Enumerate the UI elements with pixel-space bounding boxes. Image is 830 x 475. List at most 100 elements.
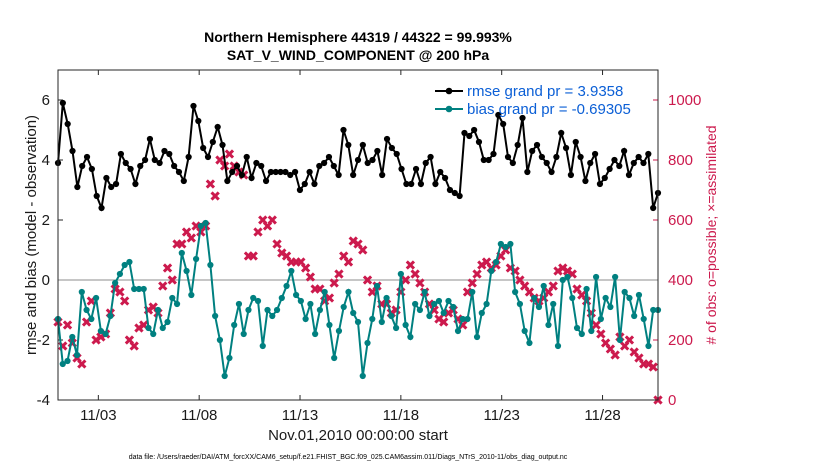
obs-assimilated-point: [405, 260, 416, 270]
bias-point: [354, 318, 362, 326]
rmse-point: [364, 159, 371, 167]
bias-point: [59, 360, 66, 368]
rmse-point: [403, 180, 410, 188]
bias-point: [459, 315, 466, 323]
footnote: data file: /Users/raeder/DAI/ATM_forcXX/…: [129, 454, 568, 461]
legend: rmse grand pr = 3.9358 bias grand pr = -…: [435, 83, 631, 118]
rmse-point: [446, 186, 454, 194]
rmse-point: [519, 114, 526, 122]
rmse-point: [345, 141, 352, 149]
rmse-point: [93, 192, 100, 200]
obs-assimilated-point: [362, 275, 373, 285]
rmse-point: [383, 135, 391, 143]
rmse-point: [524, 168, 531, 176]
obs-assimilated-point: [167, 275, 177, 285]
obs-assimilated-point: [358, 245, 368, 255]
bias-point: [169, 294, 176, 302]
y-tick-label: -4: [37, 392, 50, 409]
y2-tick-label: 800: [668, 152, 693, 169]
obs-assimilated-point: [186, 233, 196, 243]
rmse-point: [185, 153, 192, 161]
rmse-point: [475, 138, 483, 146]
bias-point: [73, 351, 81, 359]
bias-point: [116, 270, 124, 278]
rmse-point: [233, 162, 241, 170]
bias-point: [650, 306, 657, 314]
rmse-point: [219, 141, 226, 149]
bias-point: [626, 294, 633, 302]
bias-point: [545, 321, 552, 329]
bias-point: [212, 312, 219, 320]
rmse-point: [325, 153, 333, 161]
rmse-point: [427, 153, 434, 161]
bias-point: [416, 306, 424, 314]
bias-point: [316, 306, 324, 314]
x-tick-label: 11/03: [80, 407, 116, 424]
rmse-point: [156, 159, 163, 167]
obs-assimilated-point: [439, 317, 449, 327]
rmse-point: [137, 162, 144, 170]
bias-point: [640, 315, 647, 323]
bias-point: [359, 372, 366, 380]
bias-point: [207, 261, 214, 269]
rmse-point: [374, 147, 381, 155]
rmse-point: [596, 180, 604, 188]
obs-assimilated-point: [467, 278, 477, 288]
bias-point: [197, 222, 204, 230]
x-tick-label: 11/08: [181, 407, 217, 424]
rmse-point: [103, 174, 110, 182]
obs-assimilated-point: [410, 269, 420, 279]
rmse-point: [558, 129, 565, 137]
rmse-point: [262, 177, 270, 185]
x-tick-label: 11/13: [282, 407, 318, 424]
bias-point: [569, 294, 576, 302]
bias-point: [512, 288, 519, 296]
rmse-point: [291, 168, 299, 176]
rmse-point: [209, 138, 216, 146]
rmse-point: [161, 147, 168, 155]
bias-point: [240, 330, 247, 338]
obs-assimilated-point: [472, 269, 482, 279]
obs-assimilated-point: [162, 263, 173, 273]
bias-point: [397, 270, 404, 278]
bias-point: [135, 285, 143, 293]
rmse-point: [238, 171, 245, 179]
rmse-point: [369, 156, 376, 164]
obs-assimilated-point: [253, 227, 263, 237]
rmse-point: [456, 192, 463, 200]
obs-assimilated-point: [415, 278, 425, 288]
rmse-point: [625, 171, 633, 179]
rmse-point: [141, 156, 149, 164]
bias-point: [150, 330, 157, 338]
rmse-point: [616, 162, 623, 170]
rmse-point: [422, 159, 429, 167]
rmse-point: [388, 144, 395, 152]
rmse-point: [330, 162, 337, 170]
bias-point: [402, 321, 409, 329]
bias-point: [621, 288, 628, 296]
bias-point: [88, 315, 95, 323]
bias-point: [216, 336, 224, 344]
bias-point: [631, 312, 638, 320]
bias-point: [554, 342, 562, 350]
bias-point: [583, 285, 590, 293]
bias-point: [302, 315, 309, 323]
bias-point: [231, 321, 238, 329]
plot-frame: [57, 69, 659, 401]
bias-point: [502, 243, 509, 251]
obs-assimilated-point: [210, 191, 220, 201]
obs-assimilated-point: [272, 239, 282, 249]
legend-rmse-label: rmse grand pr = 3.9358: [467, 83, 623, 100]
rmse-point: [311, 180, 318, 188]
rmse-point: [214, 123, 221, 131]
bias-point: [535, 303, 543, 311]
rmse-point: [59, 99, 66, 107]
rmse-point: [132, 180, 139, 188]
rmse-point: [243, 153, 250, 161]
x-tick-label: 11/18: [383, 407, 419, 424]
bias-point: [307, 300, 314, 308]
bias-point: [645, 342, 652, 350]
bias-point: [435, 297, 443, 305]
bias-point: [378, 318, 385, 326]
x-tick-label: 11/28: [584, 407, 620, 424]
